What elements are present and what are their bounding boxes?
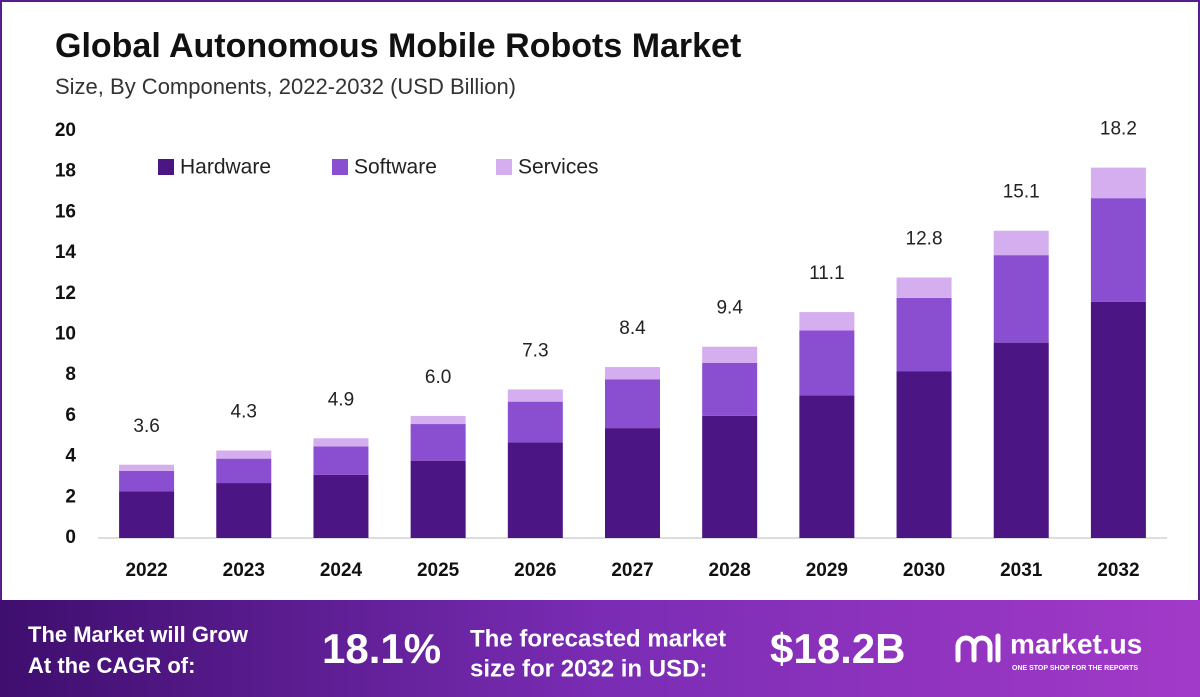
x-tick-label: 2030 [903, 560, 945, 581]
bar-segment [410, 415, 466, 425]
bar-segment [313, 438, 369, 447]
legend-label: Software [354, 156, 437, 179]
y-tick-label: 6 [65, 405, 76, 426]
footer-value: $18.2B [770, 625, 905, 672]
bar-segment [507, 401, 563, 443]
bar-segment [993, 255, 1049, 343]
x-tick-label: 2031 [1000, 560, 1043, 581]
y-tick-label: 2 [65, 486, 76, 507]
x-tick-label: 2026 [514, 560, 556, 581]
bar-segment [1090, 198, 1146, 302]
footer-text: At the CAGR of: [28, 653, 195, 678]
total-label: 7.3 [522, 340, 548, 361]
x-tick-label: 2027 [611, 560, 653, 581]
x-tick-label: 2029 [806, 560, 848, 581]
y-tick-label: 4 [65, 446, 76, 467]
tagline: ONE STOP SHOP FOR THE REPORTS [1012, 665, 1138, 672]
bar-segment [702, 346, 758, 363]
bar-segment [605, 367, 660, 380]
y-tick-label: 8 [65, 364, 76, 385]
bar-segment [313, 474, 369, 538]
bar-segment [216, 450, 272, 459]
y-tick-label: 18 [55, 161, 76, 182]
plot: 0 2 4 6 8 10 12 14 16 18 20 Hardware Software Service… [55, 119, 1146, 581]
chart-subtitle: Size, By Components, 2022-2032 (USD Bill… [55, 74, 516, 99]
chart-title: Global Autonomous Mobile Robots Market [55, 27, 741, 65]
total-label: 18.2 [1100, 119, 1137, 140]
footer-value: 18.1% [322, 625, 441, 672]
bar-segment [119, 470, 175, 492]
total-label: 15.1 [1003, 182, 1040, 203]
total-label: 8.4 [619, 318, 646, 339]
total-label: 12.8 [906, 229, 943, 250]
y-tick-label: 14 [55, 242, 77, 263]
x-tick-label: 2025 [417, 560, 460, 581]
y-tick-label: 20 [55, 120, 76, 141]
bar-segment [410, 460, 466, 538]
bar-segment [507, 442, 563, 538]
total-label: 11.1 [809, 263, 845, 284]
bar-segment [605, 428, 660, 538]
bar-segment [896, 297, 952, 372]
bar-segment [896, 371, 952, 538]
bar-segment [896, 277, 952, 298]
legend-swatch [158, 159, 174, 175]
y-tick-label: 12 [55, 283, 76, 304]
bar-segment [216, 458, 272, 484]
bar-segment [993, 230, 1049, 256]
y-tick-label: 0 [65, 527, 76, 548]
x-tick-label: 2024 [320, 560, 363, 581]
bar-segment [507, 389, 563, 402]
footer-text: The Market will Grow [28, 622, 249, 647]
bar-segment [993, 342, 1049, 538]
legend-label: Services [518, 156, 599, 179]
y-tick-label: 10 [55, 324, 76, 345]
bar-segment [799, 330, 855, 396]
total-label: 4.9 [328, 389, 354, 410]
bar-segment [119, 491, 175, 538]
bar-segment [410, 424, 466, 461]
bar-segment [799, 312, 855, 331]
x-tick-label: 2022 [125, 560, 167, 581]
bar-segment [702, 415, 758, 538]
bar-segment [216, 483, 272, 538]
footer-text: The forecasted market [470, 625, 726, 652]
total-label: 4.3 [231, 402, 257, 423]
x-tick-label: 2023 [223, 560, 265, 581]
y-tick-label: 16 [55, 201, 76, 222]
x-tick-label: 2032 [1097, 560, 1139, 581]
bar-segment [1090, 301, 1146, 538]
bar-segment [1090, 167, 1146, 199]
legend-label: Hardware [180, 156, 271, 179]
total-label: 3.6 [133, 416, 159, 437]
legend-swatch [332, 159, 348, 175]
footer-text: size for 2032 in USD: [470, 655, 707, 682]
bar-segment [119, 464, 175, 471]
x-tick-label: 2028 [709, 560, 751, 581]
bar-segment [702, 362, 758, 416]
brand: market.us [1010, 628, 1142, 659]
bar-segment [799, 395, 855, 538]
logo-icon [955, 633, 1001, 663]
total-label: 6.0 [425, 367, 451, 388]
total-label: 9.4 [716, 298, 743, 319]
bar-segment [313, 446, 369, 475]
legend-swatch [496, 159, 512, 175]
bar-segment [605, 379, 660, 429]
